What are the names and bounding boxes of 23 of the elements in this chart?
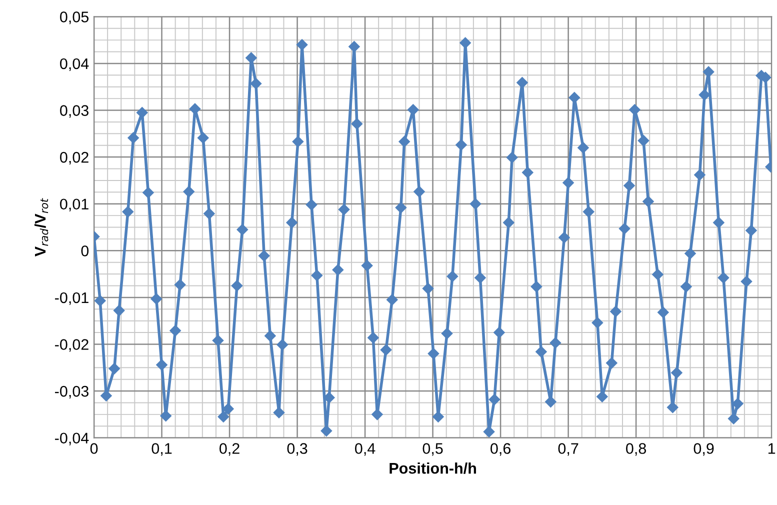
- x-tick-label: 0,8: [626, 443, 646, 456]
- x-tick-label: 1: [768, 443, 776, 454]
- y-tick-label: 0,03: [60, 105, 88, 118]
- x-axis-title: Position-h/h: [390, 462, 476, 474]
- y-tick-label: 0,05: [60, 12, 89, 24]
- x-tick-label: 0: [90, 443, 98, 454]
- y-axis-title: V$_{rad}$/V$_{rot}$: [34, 198, 48, 256]
- x-tick-label: 0,3: [287, 443, 308, 456]
- y-tick-label: 0,04: [60, 58, 89, 71]
- x-tick-label: 0,1: [152, 443, 172, 456]
- x-tick-label: 0,4: [355, 443, 376, 456]
- x-tick-label: 0,7: [558, 443, 578, 456]
- x-tick-label: 0,5: [422, 443, 443, 456]
- y-tick-label: -0,03: [55, 386, 88, 399]
- y-tick-label: 0,01: [60, 198, 88, 212]
- y-tick-label: -0,04: [55, 432, 89, 446]
- y-tick-label: 0: [81, 246, 89, 256]
- x-tick-label: 0,9: [694, 443, 714, 456]
- x-tick-label: 0,6: [490, 443, 510, 456]
- y-tick-label: -0,02: [55, 339, 88, 352]
- y-tick-label: -0,01: [55, 292, 88, 305]
- x-tick-label: 0,2: [220, 443, 240, 456]
- y-tick-label: 0,02: [60, 152, 88, 165]
